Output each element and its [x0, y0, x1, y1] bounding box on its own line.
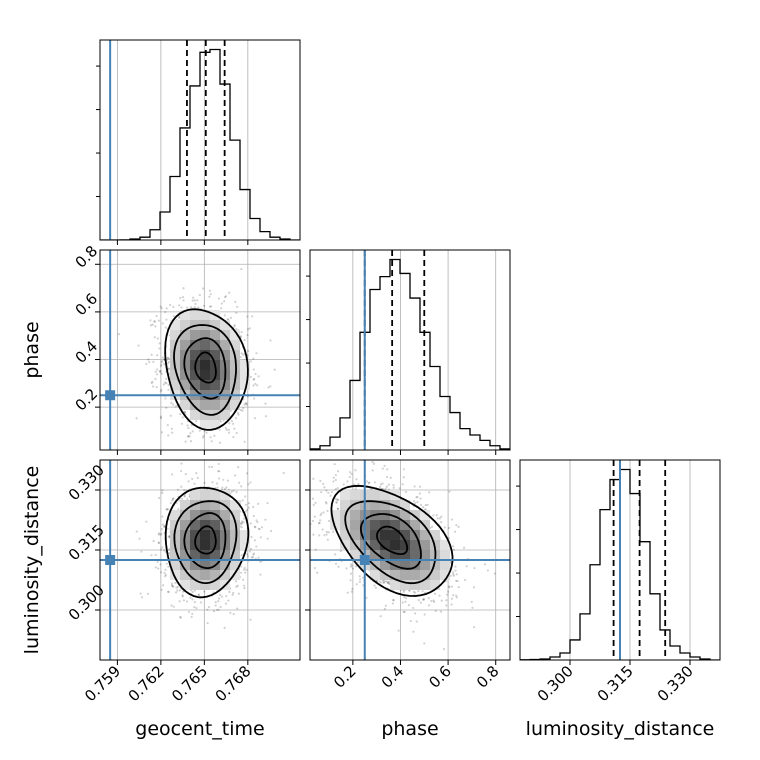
x-axis-label-phase: phase [381, 718, 438, 740]
x-tick-label: 0.4 [378, 662, 408, 692]
density-map [170, 490, 250, 590]
y-tick-label: 0.6 [72, 290, 102, 320]
axes-frame [309, 249, 511, 451]
axes-frame [309, 459, 511, 661]
x-tick-label: 0.759 [81, 662, 124, 705]
truth-marker [105, 555, 116, 565]
x-tick-label: 0.6 [425, 662, 455, 692]
panel-luminosity_distance-phase: 0.2 0.4 0.6 0.8 [305, 459, 511, 692]
panel-phase-geocent_time: 0.2 0.4 0.6 0.8 [72, 242, 301, 455]
y-tick-label: 0.2 [72, 385, 102, 415]
truth-marker [105, 390, 116, 401]
histogram-phase [310, 258, 510, 450]
y-tick-label: 0.4 [72, 337, 102, 367]
axes-frame [99, 39, 301, 241]
y-tick-label: 0.300 [65, 581, 108, 624]
grid [116, 40, 249, 240]
y-tick-label: 0.8 [72, 242, 102, 272]
x-tick-label: 0.300 [534, 662, 577, 705]
axes-frame [99, 249, 301, 451]
y-axis-label-luminosity_distance: luminosity_distance [21, 466, 43, 655]
x-tick-label: 0.765 [168, 662, 211, 705]
x-tick-label: 0.315 [594, 662, 637, 705]
x-tick-label: 0.762 [125, 662, 168, 705]
x-tick-label: 0.330 [654, 662, 697, 705]
panel-geocent_time-geocent_time [96, 39, 301, 245]
x-axis-label-geocent_time: geocent_time [135, 718, 264, 740]
axes-frame [519, 459, 721, 661]
y-tick-label: 0.330 [65, 461, 108, 504]
x-axis-label-luminosity_distance: luminosity_distance [526, 718, 715, 740]
truth-marker [359, 555, 370, 565]
panel-luminosity_distance-geocent_time: 0.759 0.762 0.765 0.768 0.300 0.315 0.330 [65, 459, 301, 705]
y-tick-label: 0.315 [65, 521, 108, 564]
axes-frame [99, 459, 301, 661]
grid [352, 250, 497, 450]
x-tick-label: 0.2 [330, 662, 360, 692]
histogram-geocent_time [100, 48, 300, 240]
panel-phase-phase [306, 249, 511, 455]
panel-luminosity_distance-luminosity_distance: 0.300 0.315 0.330 [516, 459, 721, 705]
x-tick-label: 0.768 [212, 662, 255, 705]
x-tick-label: 0.8 [473, 662, 503, 692]
y-axis-label-phase: phase [21, 321, 43, 378]
